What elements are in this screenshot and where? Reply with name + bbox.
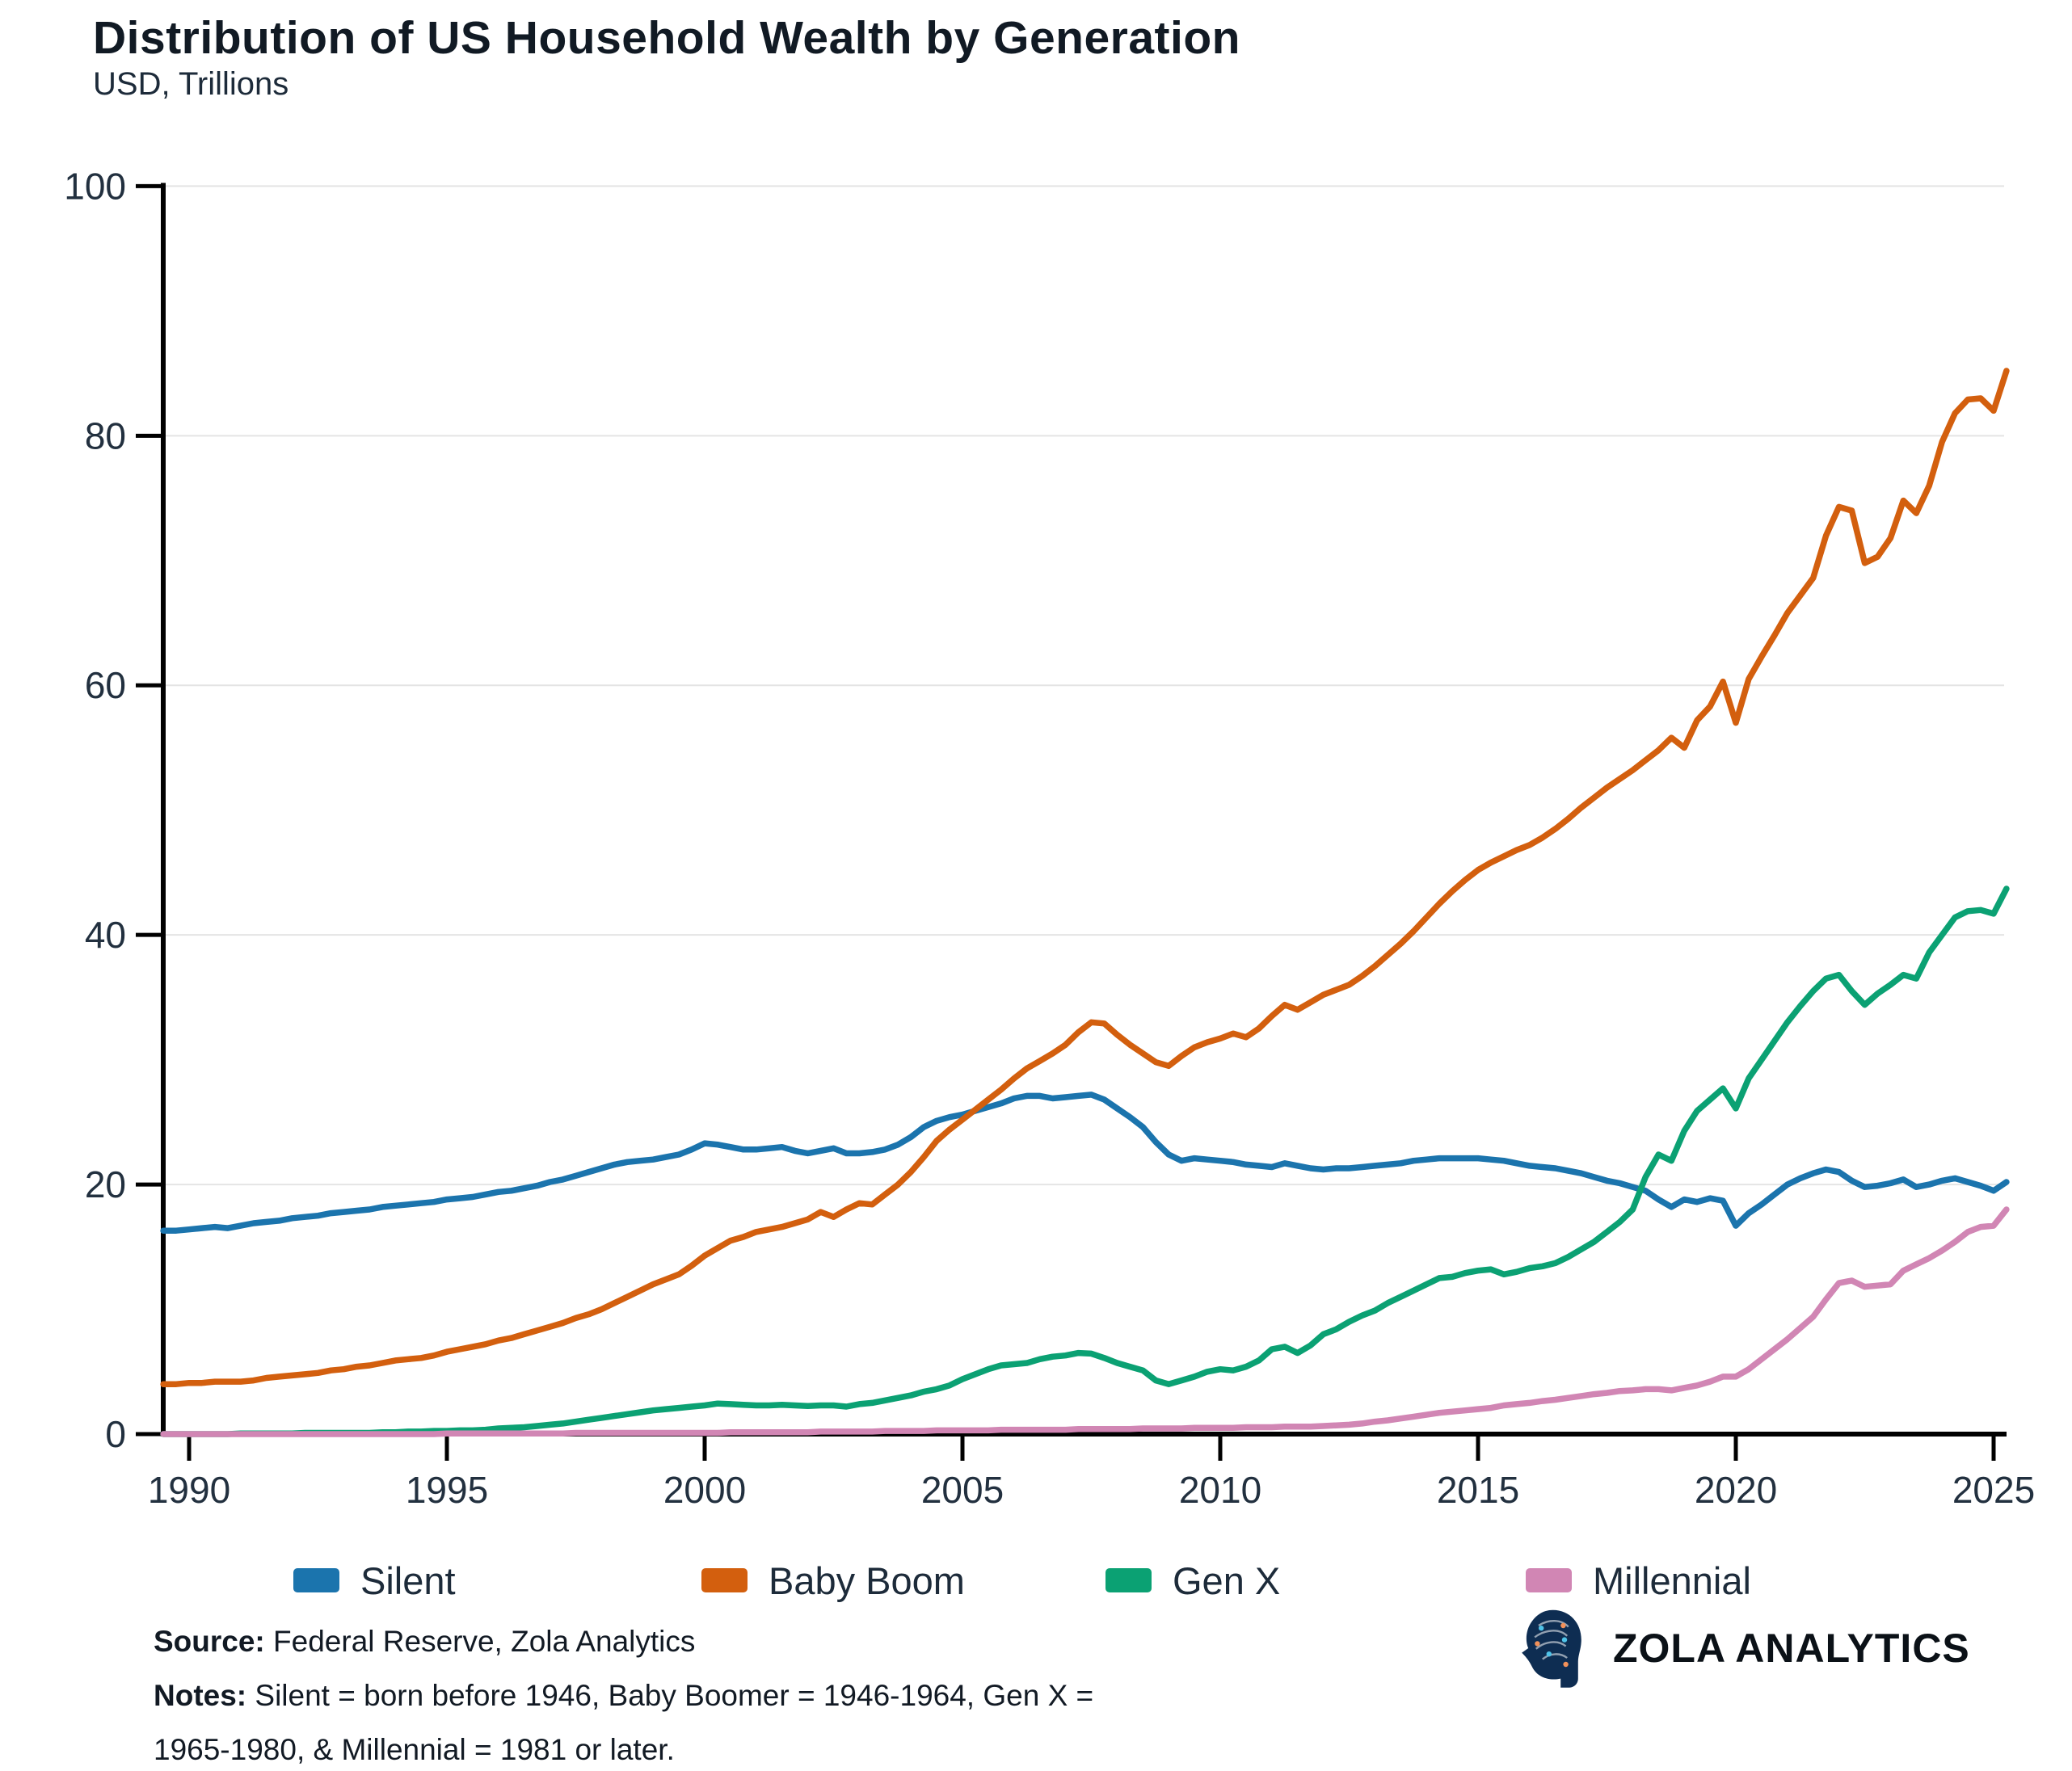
legend-item-millennial: Millennial	[1526, 1558, 1751, 1603]
legend-swatch-baby-boom	[701, 1568, 748, 1592]
notes-text-2: 1965-1980, & Millennial = 1981 or later.	[154, 1733, 675, 1766]
series-line-silent	[160, 1092, 2010, 1234]
source-label: Source:	[154, 1625, 265, 1658]
y-tick-label-0: 0	[105, 1413, 126, 1455]
chart-subtitle: USD, Trillions	[93, 66, 289, 102]
legend: Silent Baby Boom Gen X Millennial	[0, 1558, 2072, 1606]
x-tick-label-2005: 2005	[921, 1469, 1004, 1511]
x-tick-label-2015: 2015	[1437, 1469, 1519, 1511]
zola-analytics-logo-icon	[1522, 1609, 1581, 1688]
series-line-baby-boom	[160, 368, 2010, 1387]
x-tick-label-1995: 1995	[406, 1469, 488, 1511]
x-tick-label-2020: 2020	[1695, 1469, 1777, 1511]
x-tick-label-1990: 1990	[148, 1469, 230, 1511]
series-lines	[160, 368, 2010, 1437]
notes-line-2: 1965-1980, & Millennial = 1981 or later.	[154, 1723, 1093, 1771]
legend-label-millennial: Millennial	[1593, 1559, 1751, 1602]
legend-label-gen-x: Gen X	[1173, 1559, 1281, 1602]
y-tick-label-20: 20	[85, 1163, 126, 1205]
x-axis-tick-labels: 1990 1995 2000 2005 2010 2015 2020 2025	[148, 1469, 2035, 1511]
notes-text-1: Silent = born before 1946, Baby Boomer =…	[255, 1679, 1094, 1712]
x-tick-label-2010: 2010	[1179, 1469, 1261, 1511]
x-tick-label-2025: 2025	[1952, 1469, 2035, 1511]
y-tick-label-40: 40	[85, 914, 126, 956]
x-tick-label-2000: 2000	[663, 1469, 746, 1511]
axis-ticks	[136, 183, 1996, 1461]
notes-line-1: Notes: Silent = born before 1946, Baby B…	[154, 1668, 1093, 1723]
legend-label-baby-boom: Baby Boom	[769, 1559, 965, 1602]
legend-item-silent: Silent	[293, 1558, 456, 1603]
legend-swatch-gen-x	[1105, 1568, 1152, 1592]
series-line-millennial	[160, 1206, 2010, 1437]
axes	[161, 183, 2007, 1437]
legend-swatch-millennial	[1526, 1568, 1572, 1592]
source-line: Source: Federal Reserve, Zola Analytics	[154, 1614, 1093, 1668]
legend-swatch-silent	[293, 1568, 339, 1592]
brand-name: ZOLA ANALYTICS	[1613, 1626, 1970, 1671]
y-axis-tick-labels: 0 20 40 60 80 100	[64, 165, 126, 1455]
y-tick-label-80: 80	[85, 414, 126, 456]
chart-title: Distribution of US Household Wealth by G…	[93, 12, 1240, 64]
legend-label-silent: Silent	[360, 1559, 456, 1602]
series-line-gen-x	[160, 886, 2010, 1437]
y-tick-label-100: 100	[64, 165, 126, 207]
brand-lockup: ZOLA ANALYTICS	[1513, 1606, 1970, 1690]
legend-item-baby-boom: Baby Boom	[701, 1558, 965, 1603]
source-text: Federal Reserve, Zola Analytics	[273, 1625, 696, 1658]
notes-label: Notes:	[154, 1679, 247, 1712]
footer-notes: Source: Federal Reserve, Zola Analytics …	[154, 1614, 1093, 1771]
legend-item-gen-x: Gen X	[1105, 1558, 1280, 1603]
gridlines	[166, 185, 2004, 1186]
y-tick-label-60: 60	[85, 664, 126, 706]
